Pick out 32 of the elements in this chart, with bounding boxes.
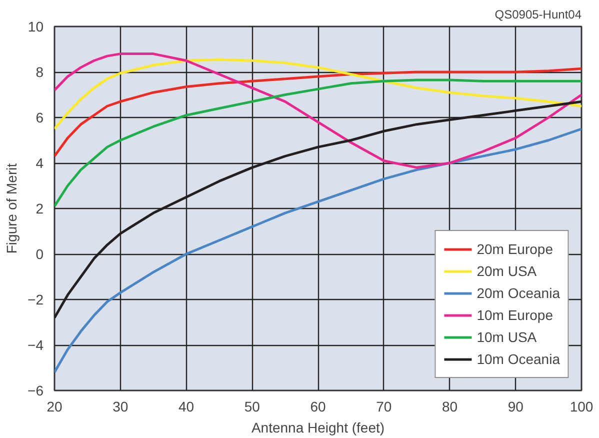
line-series (54, 58, 582, 130)
y-tick-label: −6 (28, 382, 44, 398)
x-tick-label: 90 (508, 398, 524, 414)
y-axis-title: Figure of Merit (4, 163, 20, 254)
x-tick-label: 100 (570, 398, 594, 414)
x-tick-label: 40 (178, 398, 194, 414)
x-tick-label: 80 (442, 398, 458, 414)
line-series (54, 78, 582, 208)
legend-label: 20m USA (476, 263, 537, 279)
legend-label: 10m USA (476, 329, 537, 345)
x-axis-title: Antenna Height (feet) (251, 420, 385, 436)
x-tick-label: 60 (310, 398, 326, 414)
y-tick-label: −2 (28, 292, 44, 308)
y-tick-label: 4 (36, 155, 44, 171)
y-tick-label: 8 (36, 64, 44, 80)
line-series (54, 52, 582, 169)
legend-label: 20m Europe (476, 241, 553, 257)
x-tick-label: 30 (112, 398, 128, 414)
legend-label: 20m Oceania (476, 285, 560, 301)
y-tick-label: 6 (36, 110, 44, 126)
text: QS0905-Hunt04 (494, 8, 582, 22)
x-tick-label: 50 (244, 398, 260, 414)
y-tick-label: 0 (36, 246, 44, 262)
legend-label: 10m Oceania (476, 351, 560, 367)
line-series (54, 67, 582, 158)
x-tick-label: 20 (46, 398, 62, 414)
x-tick-label: 70 (376, 398, 392, 414)
y-tick-label: −4 (28, 337, 44, 353)
y-tick-label: 10 (28, 18, 44, 34)
line-series (54, 128, 582, 374)
y-tick-label: 2 (36, 200, 44, 216)
legend-label: 10m Europe (476, 307, 553, 323)
